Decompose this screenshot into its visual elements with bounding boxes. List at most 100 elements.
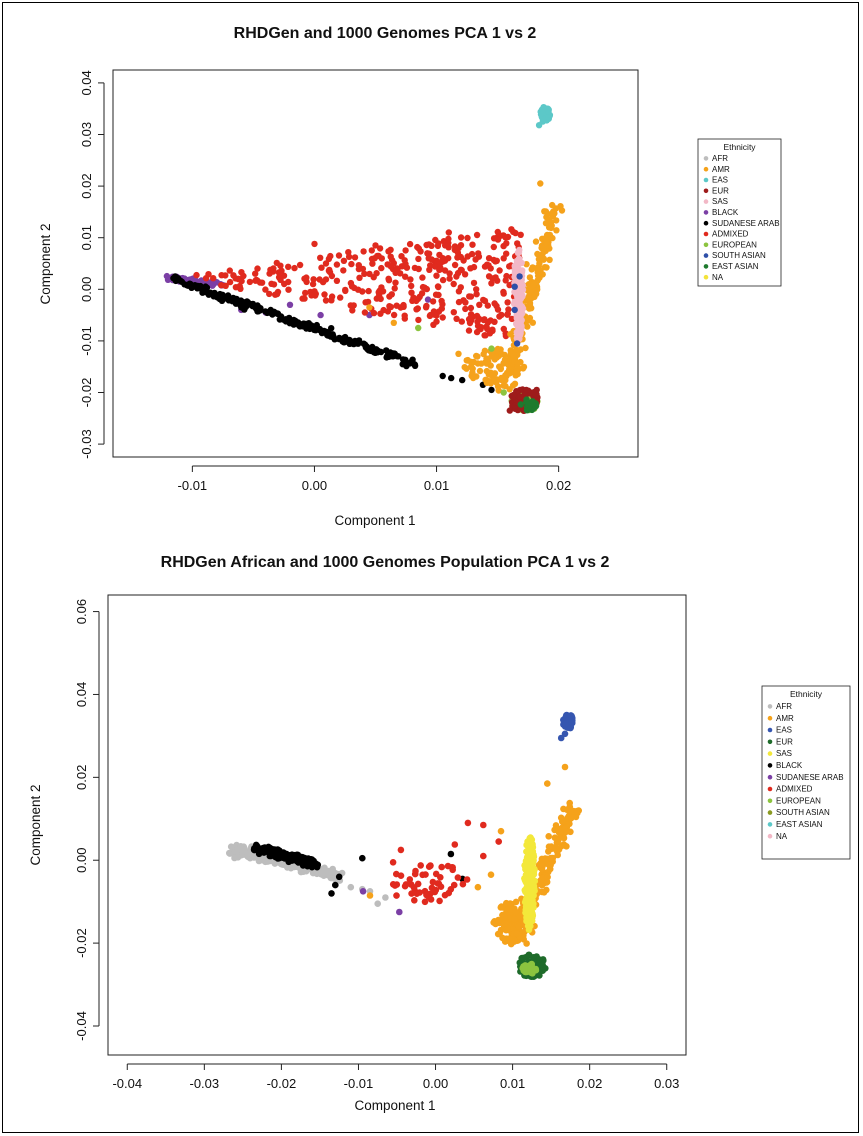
data-point [523, 396, 530, 403]
data-point [317, 311, 324, 319]
data-point [269, 311, 276, 318]
legend-marker [703, 253, 709, 258]
data-point [411, 362, 419, 369]
data-point [518, 303, 526, 310]
data-point [211, 292, 219, 299]
data-point [183, 281, 190, 289]
data-point [390, 319, 397, 326]
y-axis-label: Component 2 [28, 784, 43, 865]
data-point [386, 303, 393, 310]
data-point [266, 290, 273, 298]
data-point [359, 288, 366, 295]
data-point [361, 309, 369, 316]
data-point [451, 841, 459, 848]
data-point [374, 347, 382, 354]
legend-marker [703, 231, 709, 237]
data-point [470, 279, 478, 287]
data-point [561, 730, 569, 738]
chart-title: RHDGen and 1000 Genomes PCA 1 vs 2 [234, 25, 537, 42]
data-point [555, 825, 562, 833]
data-point [455, 288, 463, 295]
y-tick-label: 0.00 [79, 277, 94, 302]
legend-label: NA [712, 273, 724, 282]
legend-marker [703, 177, 709, 183]
data-point [417, 248, 424, 255]
chart-title: RHDGen African and 1000 Genomes Populati… [161, 554, 610, 571]
data-point [517, 401, 524, 408]
data-point [406, 360, 414, 367]
data-point [359, 888, 367, 895]
data-point [512, 405, 519, 412]
data-point [553, 217, 560, 224]
data-point [322, 260, 330, 267]
data-point [497, 827, 505, 835]
data-point [402, 881, 410, 888]
data-point [467, 293, 475, 300]
data-point [359, 854, 366, 862]
data-point [349, 307, 356, 314]
data-point [545, 848, 552, 855]
data-point [531, 293, 538, 301]
data-point [515, 255, 523, 262]
data-point [539, 118, 546, 125]
data-point [232, 300, 240, 307]
data-point [490, 243, 497, 251]
data-point [257, 855, 265, 863]
data-point [310, 276, 317, 283]
data-point [504, 310, 511, 318]
data-point [474, 322, 482, 330]
data-point [408, 890, 415, 897]
data-point [459, 376, 466, 384]
data-point [506, 407, 513, 414]
x-tick-label: 0.03 [654, 1076, 679, 1091]
data-point [246, 278, 254, 286]
data-point [481, 332, 488, 339]
data-point [545, 833, 552, 840]
series-east-asian [517, 396, 540, 414]
data-point [502, 926, 510, 934]
data-point [328, 297, 335, 304]
data-point [252, 304, 259, 311]
data-point [278, 267, 285, 274]
data-point [412, 867, 419, 875]
data-point [483, 355, 490, 362]
data-point [495, 838, 503, 845]
legend-title: Ethnicity [723, 142, 756, 152]
data-point [439, 276, 447, 284]
data-point [508, 226, 515, 233]
data-point [431, 263, 439, 270]
x-tick-label: -0.01 [344, 1076, 374, 1091]
data-point [385, 352, 392, 360]
data-point [562, 720, 569, 727]
legend-label: EAST ASIAN [776, 820, 823, 829]
legend-label: SAS [712, 197, 728, 206]
data-point [285, 286, 292, 293]
data-point [333, 261, 341, 268]
data-point [216, 290, 224, 298]
data-point [406, 240, 414, 248]
legend-label: ADMIXED [776, 785, 813, 794]
data-point [435, 880, 443, 887]
data-point [408, 282, 415, 290]
data-point [473, 286, 480, 293]
data-point [384, 261, 391, 268]
data-point [427, 262, 434, 269]
data-point [519, 267, 526, 274]
data-point [322, 297, 330, 304]
legend-marker [767, 727, 773, 733]
data-point [513, 340, 521, 347]
data-point [414, 305, 421, 312]
data-point [542, 208, 550, 215]
data-point [474, 360, 481, 367]
data-point [424, 296, 432, 303]
data-point [423, 302, 430, 310]
data-point [513, 368, 520, 375]
data-point [536, 269, 543, 276]
data-point [545, 861, 552, 868]
data-point [495, 916, 502, 924]
data-point [193, 271, 200, 279]
data-point [446, 275, 453, 282]
legend-marker [703, 264, 709, 269]
data-point [464, 234, 471, 242]
